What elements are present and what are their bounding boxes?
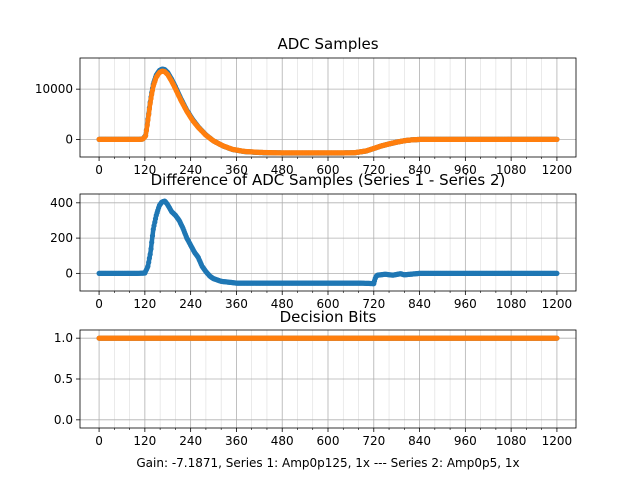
- adc-x-tick-label: 840: [408, 163, 431, 177]
- bits-x-tick-label: 960: [454, 434, 477, 448]
- adc-series-2-point: [145, 117, 151, 123]
- bits-y-tick-label: 1.0: [54, 331, 73, 345]
- adc-x-tick-label: 120: [133, 163, 156, 177]
- diff-x-tick-label: 1200: [542, 297, 573, 311]
- adc-x-tick-label: 360: [225, 163, 248, 177]
- bits-x-tick-label: 240: [179, 434, 202, 448]
- bits-x-tick-label: 120: [133, 434, 156, 448]
- decision-bits-axes: 0 120 240 360 480 600 720 840 960 1080 1200 0.0 0.5 1…: [54, 308, 577, 448]
- adc-x-tick-label: 720: [362, 163, 385, 177]
- bits-axes-frame: [79, 329, 577, 429]
- adc-series-2-point: [143, 133, 149, 139]
- adc-series-2-point: [149, 91, 155, 98]
- adc-series-2-point: [147, 100, 153, 107]
- bits-x-tick-label: 1200: [542, 434, 573, 448]
- adc-x-tick-label: 240: [179, 163, 202, 177]
- difference-axes: 0 120 240 360 480 600 720 840 960 1080 1200 0 200 400…: [50, 171, 577, 311]
- adc-samples-title: ADC Samples: [277, 35, 378, 53]
- adc-y-tick-label: 10000: [35, 82, 73, 96]
- adc-series-2-point: [144, 122, 150, 129]
- adc-x-tick-label: 480: [271, 163, 294, 177]
- bits-y-tick-label: 0.0: [54, 413, 73, 427]
- decision-bits-title: Decision Bits: [280, 308, 377, 326]
- adc-x-tick-label: 960: [454, 163, 477, 177]
- adc-axes-frame: [79, 57, 577, 158]
- bits-series-2-point: [554, 335, 560, 341]
- diff-x-tick-label: 360: [225, 297, 248, 311]
- diff-series-1-point: [147, 251, 153, 257]
- adc-y-tick-label: 0: [65, 132, 73, 146]
- bits-y-tick-label: 0.5: [54, 372, 73, 386]
- adc-series-2-point: [148, 96, 154, 102]
- bits-series-2: [96, 335, 560, 341]
- bits-x-tick-label: 840: [408, 434, 431, 448]
- diff-axes-frame: [79, 193, 577, 292]
- diff-series-1-point: [146, 255, 152, 261]
- diff-x-tick-label: 720: [362, 297, 385, 311]
- diff-series-1-point: [146, 259, 152, 265]
- diff-y-tick-label: 200: [50, 231, 73, 245]
- adc-series-2-point: [149, 87, 156, 93]
- bits-x-tick-label: 600: [317, 434, 340, 448]
- diff-x-tick-label: 120: [133, 297, 156, 311]
- bits-x-tick-label: 480: [271, 434, 294, 448]
- diff-series-1-point: [149, 233, 156, 239]
- diff-y-tick-label: 0: [65, 266, 73, 280]
- diff-x-tick-label: 1080: [496, 297, 527, 311]
- bits-x-tick-label: 0: [95, 434, 103, 448]
- diff-x-tick-label: 600: [317, 297, 340, 311]
- adc-samples-axes: 0 120 240 360 480 600 720 840 960 1080 1200 0 10000 A…: [35, 35, 577, 177]
- diff-series-1: [96, 198, 560, 287]
- diff-series-1-point: [145, 263, 151, 269]
- diff-x-tick-label: 840: [408, 297, 431, 311]
- diff-y-tick-label: 400: [50, 196, 73, 210]
- bits-x-tick-label: 720: [362, 434, 385, 448]
- adc-series-2-point: [146, 112, 152, 118]
- adc-x-tick-label: 1200: [542, 163, 573, 177]
- bits-x-tick-label: 360: [225, 434, 248, 448]
- diff-series-1-point: [149, 239, 155, 245]
- diff-x-tick-label: 0: [95, 297, 103, 311]
- diff-x-tick-label: 960: [454, 297, 477, 311]
- adc-series-2-point: [554, 136, 560, 142]
- adc-x-tick-label: 600: [317, 163, 340, 177]
- bits-x-tick-label: 1080: [496, 434, 527, 448]
- adc-series-2-point: [146, 106, 152, 112]
- diff-series-1-point: [148, 246, 154, 252]
- diff-x-tick-label: 480: [271, 297, 294, 311]
- figure-footer-caption: Gain: -7.1871, Series 1: Amp0p125, 1x --…: [136, 456, 519, 470]
- diff-x-tick-label: 240: [179, 297, 202, 311]
- diff-series-1-point: [554, 270, 560, 276]
- difference-title: Difference of ADC Samples (Series 1 - Se…: [151, 171, 506, 189]
- adc-series-2: [96, 68, 560, 156]
- adc-x-tick-label: 0: [95, 163, 103, 177]
- adc-x-tick-label: 1080: [496, 163, 527, 177]
- adc-series-2-point: [143, 128, 149, 134]
